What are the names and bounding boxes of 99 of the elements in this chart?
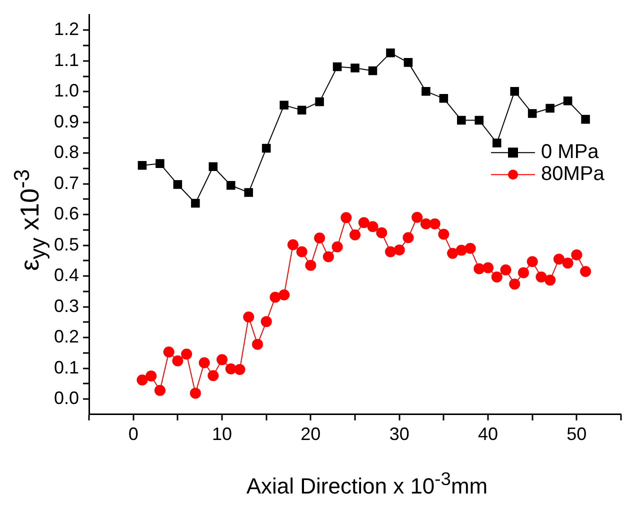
y-tick-label: 0.4	[54, 265, 80, 286]
point	[163, 346, 174, 358]
point	[181, 348, 192, 360]
point	[173, 180, 182, 189]
point	[216, 354, 228, 366]
point	[314, 232, 326, 244]
point	[243, 311, 254, 322]
y-tick-label: 1.0	[54, 80, 80, 101]
point	[332, 62, 342, 72]
point	[492, 138, 502, 148]
point	[571, 249, 582, 260]
point	[422, 86, 430, 96]
point	[315, 97, 324, 106]
point	[234, 364, 246, 376]
point	[322, 251, 334, 262]
point	[581, 114, 590, 124]
point	[138, 161, 147, 170]
x-tick-label: 50	[566, 424, 587, 444]
y-tick-label: 0.8	[54, 142, 80, 162]
point	[509, 278, 520, 290]
point	[562, 258, 574, 269]
point	[404, 58, 413, 67]
point	[500, 264, 512, 276]
point	[340, 212, 352, 224]
point	[510, 86, 519, 96]
point	[262, 144, 271, 153]
point	[350, 64, 360, 72]
point	[270, 292, 281, 303]
point	[368, 66, 378, 76]
point	[528, 109, 537, 118]
point	[208, 370, 219, 382]
point	[491, 272, 502, 282]
point	[412, 212, 423, 223]
y-tick-label: 0.7	[54, 172, 80, 193]
point	[553, 254, 564, 265]
x-axis-title: Axial Direction x 10$^{-3}$mm	[245, 468, 489, 500]
point	[278, 289, 290, 300]
point	[438, 228, 450, 240]
point	[546, 104, 554, 113]
point	[305, 260, 316, 271]
point	[146, 370, 157, 382]
point	[350, 229, 361, 240]
point	[563, 96, 572, 106]
y-tick-label: 0.3	[54, 296, 80, 316]
point	[244, 188, 254, 197]
point	[474, 116, 484, 125]
y-tick-label: 0.6	[54, 204, 80, 224]
y-tick-label: 0.1	[54, 357, 80, 378]
point	[280, 100, 288, 110]
point	[544, 274, 556, 286]
point	[296, 246, 308, 258]
point	[367, 221, 378, 232]
point	[536, 272, 547, 282]
point	[518, 267, 529, 278]
point	[208, 162, 218, 172]
point	[394, 244, 405, 256]
point	[154, 384, 166, 396]
x-tick-label: 0	[128, 424, 138, 444]
point	[332, 241, 343, 252]
point	[190, 388, 201, 399]
point	[225, 363, 236, 374]
point	[456, 244, 467, 256]
point	[429, 218, 440, 230]
point	[172, 355, 184, 366]
point	[156, 159, 164, 168]
point	[297, 106, 306, 114]
point	[439, 94, 448, 103]
x-tick-label: 10	[212, 424, 232, 444]
x-tick-label: 30	[389, 424, 410, 444]
point	[464, 242, 476, 254]
y-tick-label: 0.0	[54, 388, 80, 408]
point	[386, 48, 395, 58]
point	[376, 227, 388, 238]
point	[260, 316, 272, 328]
point	[447, 248, 458, 259]
y-tick-label: 1.2	[54, 19, 80, 40]
point	[252, 338, 263, 350]
point	[420, 218, 432, 230]
point	[474, 263, 485, 274]
legend-label: 0 MPa	[541, 141, 600, 164]
y-tick-label: 0.2	[54, 326, 80, 347]
point	[287, 239, 298, 250]
x-tick-label: 40	[478, 424, 498, 444]
y-tick-label: 0.5	[54, 234, 80, 254]
y-tick-label: 1.1	[54, 50, 80, 70]
legend-label: 80MPa	[541, 163, 606, 186]
point	[191, 198, 200, 208]
point	[358, 217, 370, 228]
y-tick-label: 0.9	[54, 111, 80, 132]
point	[482, 262, 494, 274]
point	[526, 256, 538, 268]
point	[136, 374, 148, 386]
point	[580, 266, 592, 277]
x-tick-label: 20	[300, 424, 321, 444]
point	[457, 116, 466, 125]
point	[402, 232, 414, 244]
point	[198, 357, 210, 368]
point	[384, 246, 396, 258]
point	[226, 181, 236, 190]
